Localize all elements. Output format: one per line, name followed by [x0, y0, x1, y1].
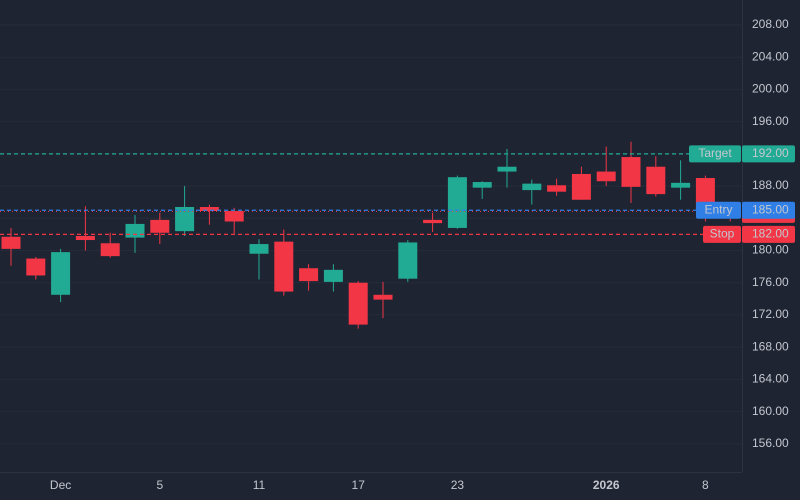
- price-badge: [742, 145, 795, 163]
- candle-body: [199, 207, 219, 212]
- candle-body: [547, 185, 567, 192]
- candle-body: [125, 223, 145, 238]
- price-badge-label: 185.00: [752, 202, 789, 216]
- level-label: Entry: [704, 202, 732, 216]
- candle-body: [373, 294, 393, 300]
- x-tick-label: 11: [253, 478, 266, 492]
- candle-body: [299, 268, 319, 282]
- level-label: Target: [698, 146, 732, 160]
- y-tick-label: 172.00: [752, 307, 789, 321]
- candle-body: [497, 166, 517, 172]
- price-badge: [742, 225, 795, 243]
- candle-body: [621, 157, 641, 187]
- price-badge-label: 192.00: [752, 146, 789, 160]
- x-tick-label: 23: [451, 478, 465, 492]
- candle-body: [522, 183, 542, 191]
- y-tick-label: 168.00: [752, 339, 789, 353]
- level-label: Stop: [710, 227, 735, 241]
- level-label-box: [703, 225, 741, 243]
- candle-body: [348, 282, 368, 325]
- candle-body: [224, 211, 244, 222]
- candle-body: [100, 243, 120, 257]
- level-label-box: [689, 145, 741, 163]
- y-tick-label: 200.00: [752, 82, 789, 96]
- candle-body: [472, 182, 492, 188]
- candle-body: [646, 166, 666, 195]
- candle-body: [398, 242, 418, 279]
- level-label-box: [696, 201, 741, 219]
- x-tick-label: Dec: [50, 478, 71, 492]
- candle-body: [150, 219, 170, 233]
- candle-body: [51, 252, 71, 295]
- candle-body: [26, 258, 46, 276]
- candle-body: [249, 244, 269, 254]
- y-tick-label: 196.00: [752, 114, 789, 128]
- y-tick-label: 164.00: [752, 372, 789, 386]
- candle-body: [571, 173, 591, 200]
- y-tick-label: 176.00: [752, 275, 789, 289]
- x-tick-label: 17: [352, 478, 366, 492]
- price-badge: [742, 201, 795, 219]
- y-tick-label: 156.00: [752, 436, 789, 450]
- y-tick-label: 180.00: [752, 243, 789, 257]
- price-badge-label: 182.00: [752, 227, 789, 241]
- candle-body: [323, 269, 343, 282]
- candle-body: [175, 207, 195, 232]
- candle-body: [274, 241, 294, 292]
- candle-body: [75, 236, 95, 241]
- y-tick-label: 204.00: [752, 49, 789, 63]
- y-tick-label: 188.00: [752, 178, 789, 192]
- candle-body: [423, 219, 443, 224]
- candle-body: [1, 236, 21, 249]
- candle-body: [447, 177, 467, 228]
- candle-body: [671, 182, 691, 188]
- x-tick-label: 5: [156, 478, 163, 492]
- y-tick-label: 160.00: [752, 404, 789, 418]
- y-tick-label: 208.00: [752, 17, 789, 31]
- candle-body: [596, 171, 616, 182]
- x-tick-label: 2026: [593, 478, 620, 492]
- x-tick-label: 8: [702, 478, 709, 492]
